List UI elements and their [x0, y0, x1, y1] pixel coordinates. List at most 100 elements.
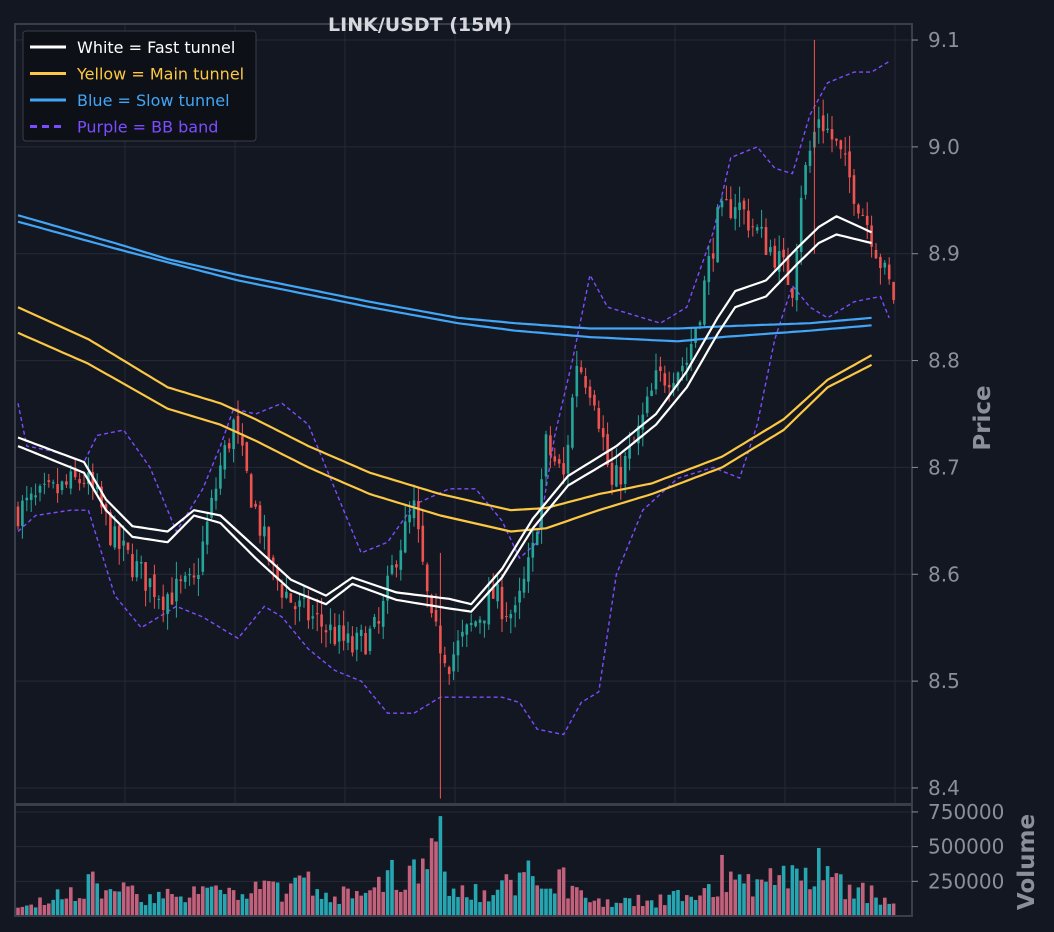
candle-body — [307, 598, 310, 621]
volume-bar — [421, 858, 425, 916]
candle-body — [47, 480, 51, 482]
volume-bar — [509, 879, 513, 916]
volume-bar — [245, 898, 249, 916]
candle-body — [183, 575, 187, 582]
candle-body — [623, 455, 627, 485]
volume-bar — [42, 904, 47, 916]
legend-label: White = Fast tunnel — [77, 38, 235, 57]
volume-bar — [680, 901, 685, 916]
volume-bar — [337, 903, 341, 916]
candle-body — [434, 609, 438, 622]
volume-bar — [874, 897, 878, 916]
candle-body — [553, 456, 557, 462]
volume-bar — [619, 903, 623, 916]
candle-body — [513, 605, 517, 613]
bb-band-line-upper — [17, 60, 890, 559]
volume-bar — [363, 892, 368, 916]
volume-bar — [601, 906, 605, 916]
volume-bar — [707, 884, 711, 916]
candle-body — [78, 478, 81, 484]
candle-body — [232, 419, 235, 450]
volume-bar — [359, 895, 363, 916]
candle-body — [192, 575, 196, 578]
candle-body — [346, 633, 350, 643]
candle-body — [399, 550, 403, 570]
volume-bar — [711, 897, 715, 916]
candle-body — [505, 616, 508, 618]
candle-body — [153, 574, 156, 598]
volume-bar — [324, 892, 328, 916]
volume-bar — [355, 891, 359, 916]
candle-body — [478, 619, 482, 623]
volume-bar — [267, 881, 271, 916]
volume-bar — [148, 894, 152, 916]
candle-body — [491, 586, 495, 599]
volume-bar — [165, 888, 170, 916]
candle-body — [593, 394, 596, 406]
candle-body — [509, 614, 513, 619]
candle-body — [879, 256, 882, 269]
volume-bar — [434, 841, 438, 916]
volume-bar — [209, 886, 214, 916]
candle-body — [315, 613, 319, 615]
chart-legend: White = Fast tunnel Yellow = Main tunnel B… — [22, 30, 257, 142]
legend-label: Purple = BB band — [77, 118, 218, 137]
candle-body — [271, 557, 275, 565]
candle-body — [293, 606, 297, 610]
volume-bar — [20, 906, 25, 916]
fast-tunnel-line-lower — [17, 233, 872, 613]
volume-bar — [566, 898, 570, 916]
volume-tick-label: 250000 — [928, 869, 1004, 893]
volume-bar — [544, 888, 548, 916]
volume-bar — [174, 896, 179, 916]
volume-bar — [443, 871, 447, 916]
candle-body — [421, 525, 425, 562]
volume-bar — [891, 903, 896, 916]
volume-bar — [825, 866, 830, 916]
candle-body — [518, 590, 521, 603]
volume-bar — [812, 886, 817, 916]
candle-body — [285, 591, 288, 598]
candle-body — [742, 200, 746, 210]
candle-body — [219, 465, 222, 489]
candle-body — [38, 485, 42, 493]
candle-body — [390, 565, 394, 574]
volume-bar — [553, 893, 557, 916]
price-tick-label: 8.8 — [928, 349, 960, 373]
volume-bar — [86, 874, 91, 916]
candle-body — [659, 366, 662, 372]
volume-bar — [526, 860, 531, 916]
candle-body — [707, 256, 711, 283]
volume-bar — [636, 894, 641, 916]
candle-body — [804, 165, 807, 195]
volume-bar — [407, 865, 412, 916]
volume-bar — [196, 893, 201, 916]
candle-body — [826, 128, 829, 130]
candle-body — [386, 575, 389, 601]
candle-body — [637, 425, 640, 444]
volume-bar — [275, 882, 280, 916]
candle-body — [588, 386, 592, 398]
candle-body — [117, 525, 121, 549]
volume-bar — [192, 886, 196, 916]
volume-bar — [412, 859, 416, 916]
candle-body — [201, 541, 205, 572]
volume-bar — [315, 889, 319, 916]
volume-bar — [469, 899, 473, 916]
candle-body — [65, 481, 68, 485]
volume-bar — [438, 816, 443, 916]
candle-body — [672, 383, 675, 389]
volume-bar — [280, 901, 284, 916]
volume-panel-frame — [14, 804, 913, 917]
candle-body — [760, 226, 763, 229]
candle-body — [333, 626, 337, 645]
volume-bar — [698, 895, 702, 916]
candle-body — [227, 443, 231, 449]
volume-bar — [702, 888, 707, 916]
volume-bar — [368, 890, 372, 916]
candle-body — [104, 504, 108, 512]
volume-bar — [170, 894, 174, 916]
volume-bar — [623, 897, 627, 916]
volume-bar — [632, 906, 636, 916]
